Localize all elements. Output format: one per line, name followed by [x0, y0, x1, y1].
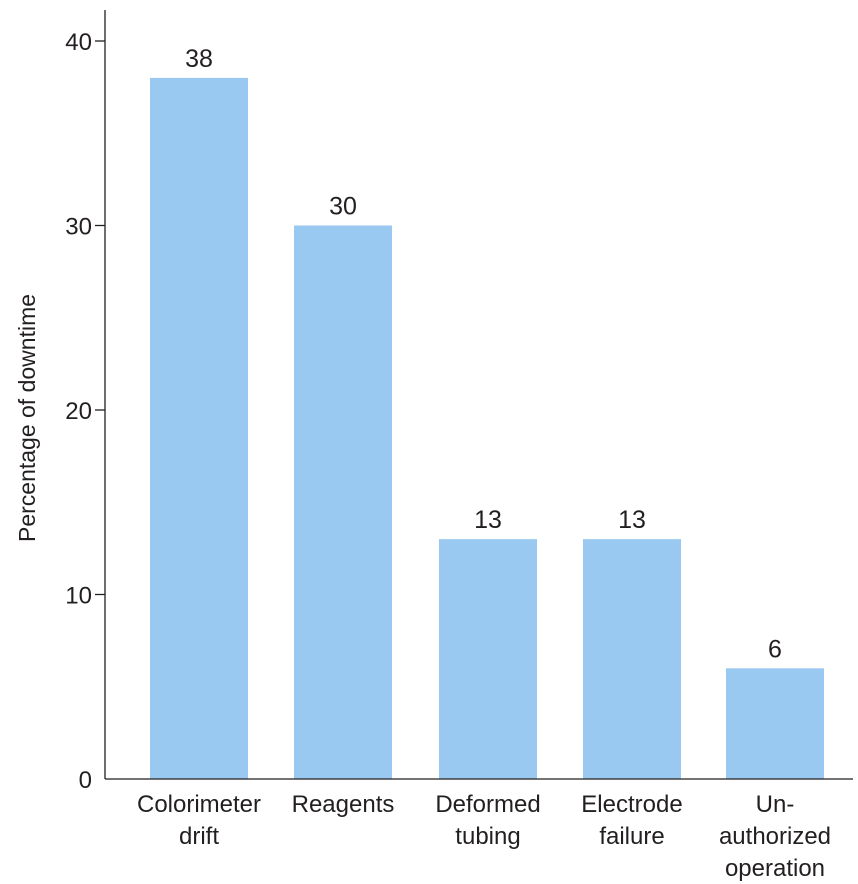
category-label: Electrode failure: [581, 791, 682, 850]
bar: [150, 77, 248, 779]
y-tick-label: 10: [65, 583, 92, 610]
bars-group: [150, 77, 824, 779]
data-label: 30: [329, 193, 357, 221]
category-label: Un-authorized operation: [719, 791, 831, 882]
category-label: Reagents: [292, 791, 395, 818]
category-labels-group: Colorimeter drift Reagents Deformed tubing El…: [137, 791, 831, 882]
category-label: Colorimeter drift: [137, 791, 261, 850]
data-labels-group: 38 30 13 13 6: [185, 45, 782, 663]
data-label: 6: [768, 635, 782, 663]
y-tick-label: 20: [65, 398, 92, 425]
bar: [726, 668, 824, 779]
bar: [439, 539, 537, 779]
data-label: 38: [185, 45, 213, 73]
y-axis-ticks: 0 10 20 30 40: [65, 29, 105, 794]
data-label: 13: [618, 506, 646, 534]
bar: [583, 539, 681, 779]
data-label: 13: [474, 506, 502, 534]
y-tick-label: 40: [65, 29, 92, 56]
y-axis-title: Percentage of downtime: [14, 294, 40, 542]
bar: [294, 225, 392, 779]
y-tick-label: 30: [65, 214, 92, 241]
y-tick-label: 0: [79, 767, 92, 794]
category-label: Deformed tubing: [435, 791, 540, 850]
axes-group: [104, 10, 853, 780]
